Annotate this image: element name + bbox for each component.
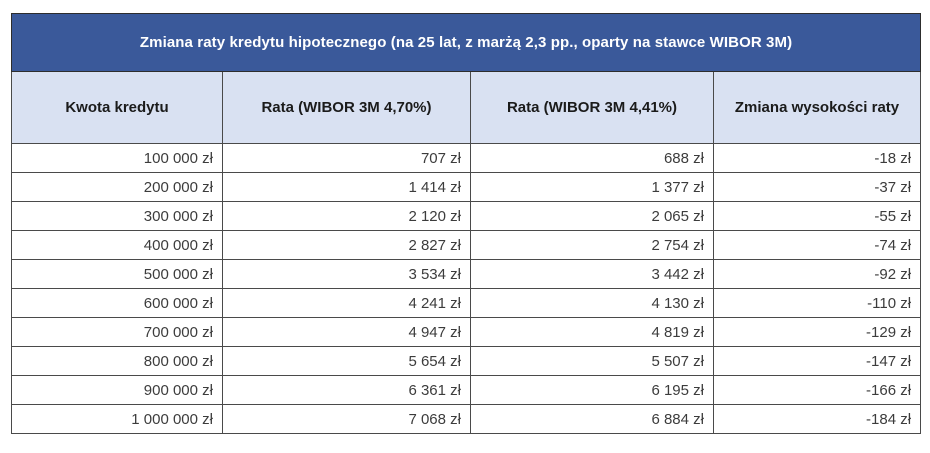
table-row: 700 000 zł 4 947 zł 4 819 zł -129 zł <box>11 317 922 347</box>
table-cell: 500 000 zł <box>11 259 223 289</box>
table-cell: 1 377 zł <box>470 172 714 202</box>
table-row: 300 000 zł 2 120 zł 2 065 zł -55 zł <box>11 201 922 231</box>
mortgage-rate-table: Zmiana raty kredytu hipotecznego (na 25 … <box>10 13 922 434</box>
table-row: 200 000 zł 1 414 zł 1 377 zł -37 zł <box>11 172 922 202</box>
table-cell: 2 065 zł <box>470 201 714 231</box>
table-cell: 5 507 zł <box>470 346 714 376</box>
column-header-rate-470: Rata (WIBOR 3M 4,70%) <box>222 71 471 144</box>
table-cell: 4 241 zł <box>222 288 471 318</box>
table-cell: 1 000 000 zł <box>11 404 223 434</box>
table-row: 400 000 zł 2 827 zł 2 754 zł -74 zł <box>11 230 922 260</box>
table-cell: -129 zł <box>712 317 922 347</box>
table-cell: -55 zł <box>712 201 922 231</box>
table-row: 600 000 zł 4 241 zł 4 130 zł -110 zł <box>11 288 922 318</box>
table-row: 800 000 zł 5 654 zł 5 507 zł -147 zł <box>11 346 922 376</box>
table-cell: 6 884 zł <box>470 404 714 434</box>
table-cell: 3 442 zł <box>470 259 714 289</box>
table-cell: 100 000 zł <box>11 143 223 173</box>
table-cell: -184 zł <box>712 404 922 434</box>
column-header-loan-amount: Kwota kredytu <box>11 71 223 144</box>
column-header-row: Kwota kredytu Rata (WIBOR 3M 4,70%) Rata… <box>11 71 922 144</box>
table-cell: -147 zł <box>712 346 922 376</box>
table-cell: -37 zł <box>712 172 922 202</box>
table-cell: 688 zł <box>470 143 714 173</box>
table-cell: -74 zł <box>712 230 922 260</box>
table-cell: -92 zł <box>712 259 922 289</box>
table-cell: 400 000 zł <box>11 230 223 260</box>
table-cell: 1 414 zł <box>222 172 471 202</box>
table-title: Zmiana raty kredytu hipotecznego (na 25 … <box>10 13 922 72</box>
table-row: 1 000 000 zł 7 068 zł 6 884 zł -184 zł <box>11 404 922 434</box>
table-cell: 700 000 zł <box>11 317 223 347</box>
table-cell: 2 120 zł <box>222 201 471 231</box>
table-cell: 4 947 zł <box>222 317 471 347</box>
table-cell: 4 130 zł <box>470 288 714 318</box>
table-cell: 4 819 zł <box>470 317 714 347</box>
table-cell: 2 754 zł <box>470 230 714 260</box>
table-cell: 600 000 zł <box>11 288 223 318</box>
table-container: Zmiana raty kredytu hipotecznego (na 25 … <box>10 13 922 434</box>
table-head: Zmiana raty kredytu hipotecznego (na 25 … <box>10 13 922 144</box>
table-row: 100 000 zł 707 zł 688 zł -18 zł <box>11 143 922 173</box>
table-body: 100 000 zł 707 zł 688 zł -18 zł 200 000 zł 1 … <box>11 143 922 434</box>
table-cell: 2 827 zł <box>222 230 471 260</box>
table-cell: 7 068 zł <box>222 404 471 434</box>
table-cell: 300 000 zł <box>11 201 223 231</box>
table-cell: -166 zł <box>712 375 922 405</box>
table-row: 900 000 zł 6 361 zł 6 195 zł -166 zł <box>11 375 922 405</box>
column-header-rate-441: Rata (WIBOR 3M 4,41%) <box>470 71 714 144</box>
table-cell: 200 000 zł <box>11 172 223 202</box>
table-cell: 800 000 zł <box>11 346 223 376</box>
table-row: 500 000 zł 3 534 zł 3 442 zł -92 zł <box>11 259 922 289</box>
table-cell: 6 195 zł <box>470 375 714 405</box>
table-cell: 5 654 zł <box>222 346 471 376</box>
table-cell: 3 534 zł <box>222 259 471 289</box>
table-cell: 707 zł <box>222 143 471 173</box>
table-cell: 6 361 zł <box>222 375 471 405</box>
table-cell: -18 zł <box>712 143 922 173</box>
column-header-rate-change: Zmiana wysokości raty <box>712 71 922 144</box>
table-title-row: Zmiana raty kredytu hipotecznego (na 25 … <box>10 13 922 72</box>
table-cell: 900 000 zł <box>11 375 223 405</box>
table-cell: -110 zł <box>712 288 922 318</box>
